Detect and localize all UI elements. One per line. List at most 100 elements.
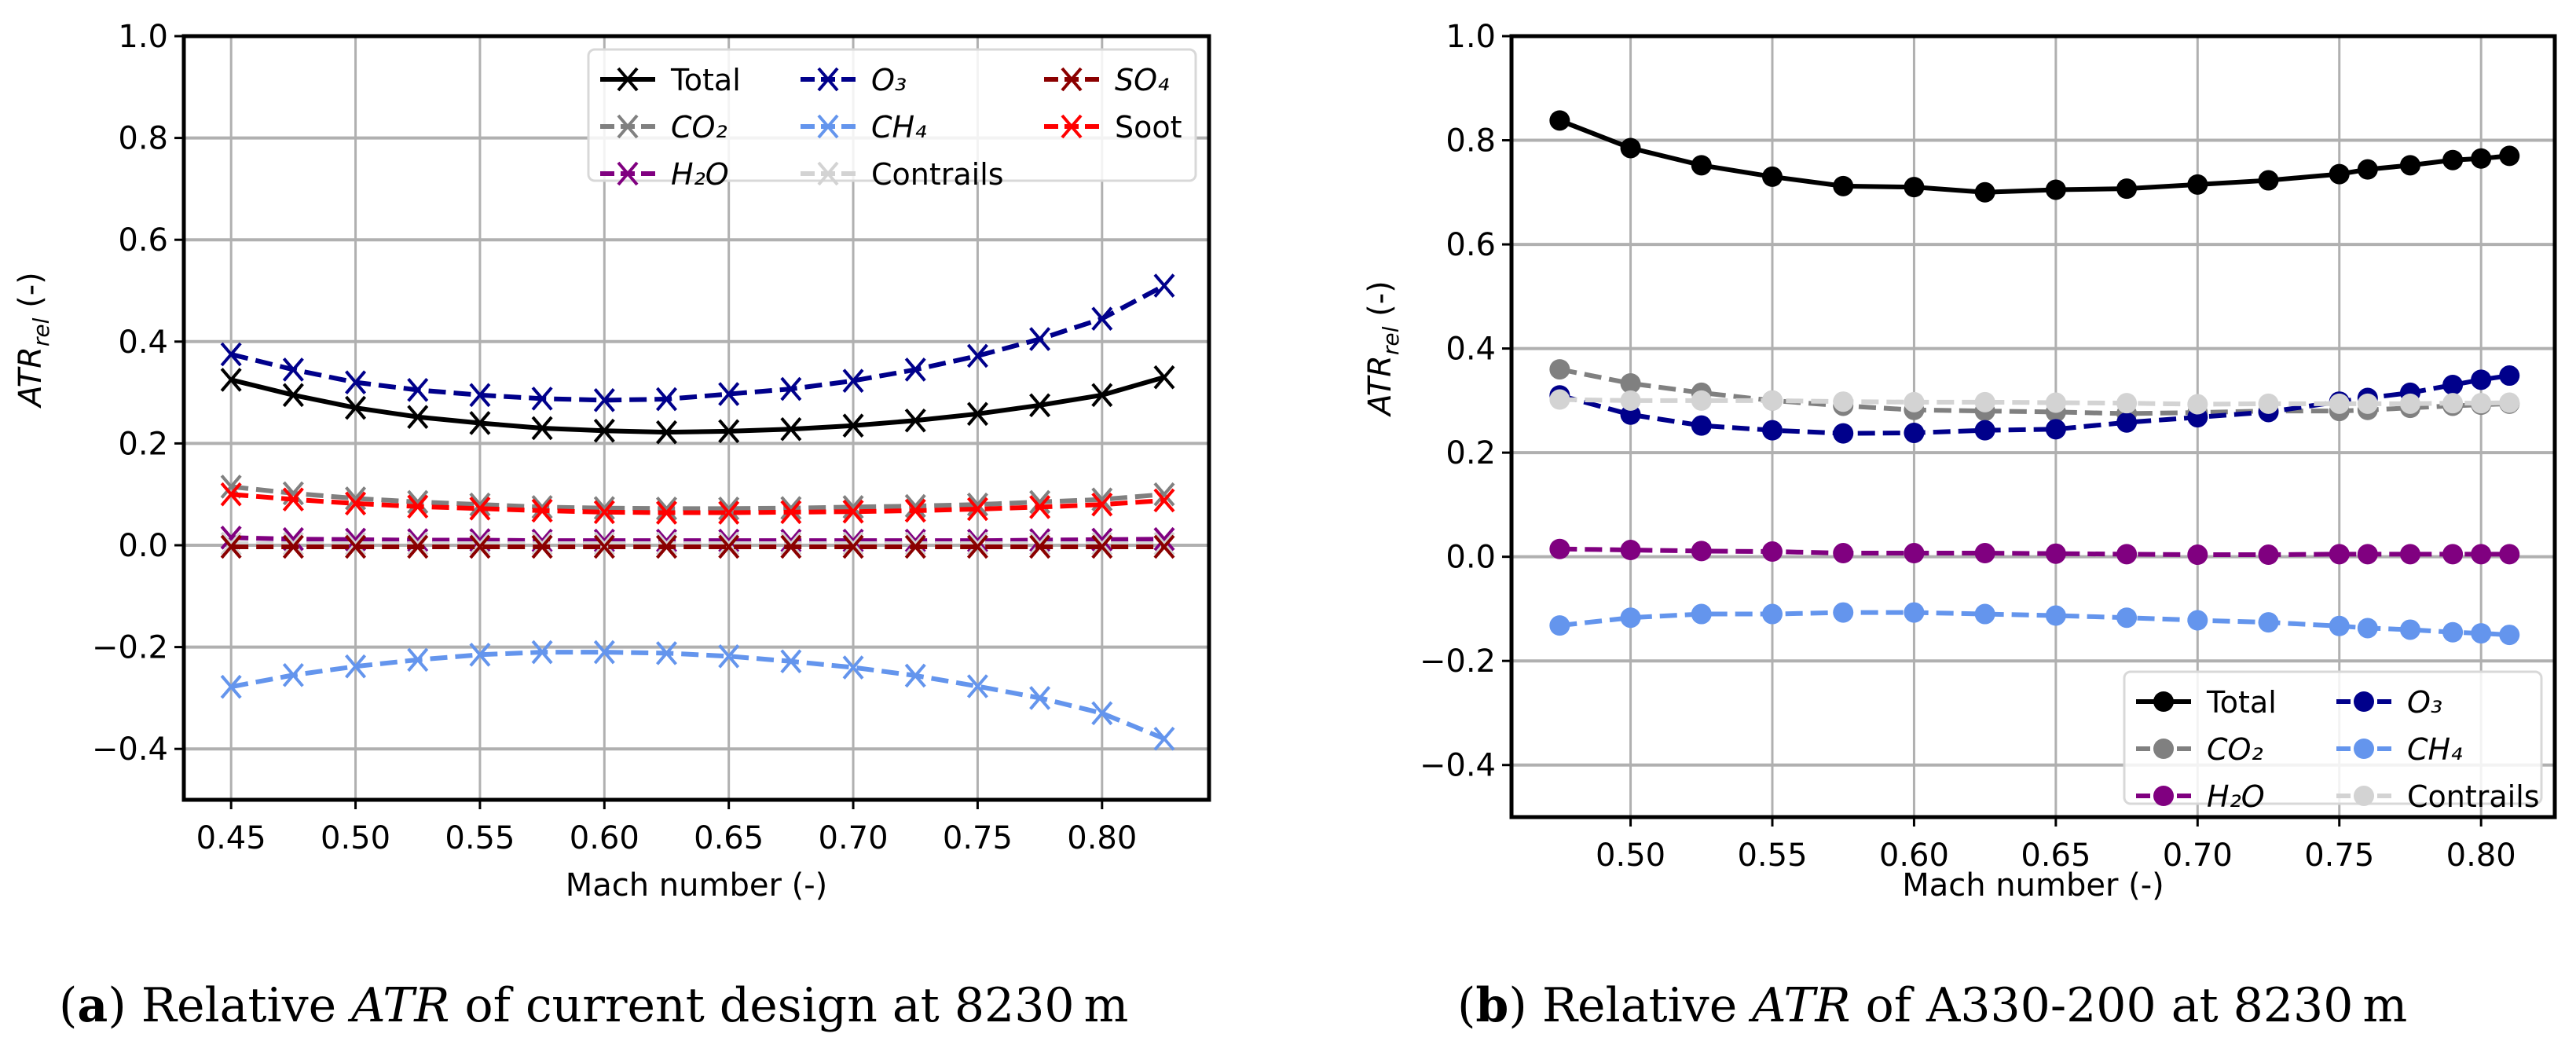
caption-paren-close: )	[1508, 978, 1541, 1033]
legend-label: O₃	[2407, 685, 2442, 720]
series-total	[1549, 110, 2520, 203]
caption-italic: ATR	[1748, 978, 1850, 1033]
data-point-x-marker	[531, 387, 553, 411]
data-point-x-marker	[1153, 365, 1175, 390]
data-point-x-marker	[655, 534, 678, 559]
data-point-circle-marker	[1974, 181, 1995, 203]
data-point-x-marker	[1091, 701, 1113, 726]
data-point-x-marker	[220, 342, 242, 367]
data-point-circle-marker	[2116, 607, 2138, 629]
figure-caption: (b) Relative ATR of A330-200 at 8230 m	[1457, 978, 2407, 1033]
x-tick-label: 0.70	[819, 820, 889, 856]
data-point-x-marker	[1153, 531, 1175, 556]
data-point-x-marker	[282, 383, 304, 408]
x-axis-label: Mach number (-)	[566, 867, 828, 904]
axes-frame	[181, 34, 1211, 802]
y-tick-label: 0.4	[1446, 332, 1496, 368]
data-point-circle-marker	[2153, 786, 2174, 806]
series-ch	[1549, 602, 2520, 646]
series-so	[220, 534, 1175, 559]
y-tick-label: 0.0	[1446, 540, 1496, 576]
data-point-circle-marker	[1904, 177, 1925, 198]
data-point-circle-marker	[2258, 544, 2279, 566]
y-axis-label-main: ATR	[13, 346, 49, 409]
data-point-x-marker	[718, 500, 740, 525]
data-point-x-marker	[593, 418, 615, 443]
data-point-circle-marker	[2471, 148, 2492, 169]
legend-box	[2123, 670, 2543, 805]
caption-pre: Relative	[141, 978, 351, 1033]
data-point-circle-marker	[2116, 393, 2138, 414]
data-point-circle-marker	[2153, 739, 2174, 759]
legend-label: Contrails	[2407, 779, 2540, 814]
data-point-circle-marker	[2258, 170, 2279, 191]
legend-label: H₂O	[2207, 779, 2265, 814]
x-tick-label: 0.65	[694, 820, 764, 856]
x-tick-label: 0.50	[1596, 838, 1665, 874]
data-point-circle-marker	[2354, 691, 2374, 712]
data-point-x-marker	[345, 370, 367, 394]
data-point-circle-marker	[1549, 110, 1570, 131]
y-tick-label: −0.2	[1420, 643, 1496, 680]
series-line	[231, 535, 1165, 544]
data-point-x-marker	[1029, 393, 1051, 418]
data-point-circle-marker	[2442, 393, 2464, 414]
data-point-x-marker	[655, 420, 678, 445]
data-point-circle-marker	[1691, 390, 1712, 411]
data-point-x-marker	[1029, 531, 1051, 556]
legend-label: SO₄	[1115, 63, 1169, 97]
data-point-x-marker	[780, 496, 802, 520]
data-point-x-marker	[655, 531, 678, 556]
data-point-x-marker	[842, 655, 864, 680]
data-point-x-marker	[655, 641, 678, 665]
data-point-x-marker	[617, 161, 639, 186]
data-point-x-marker	[655, 497, 678, 521]
data-point-circle-marker	[2499, 365, 2520, 387]
data-point-x-marker	[345, 531, 367, 556]
x-axis-label: Mach number (-)	[1902, 867, 2164, 904]
y-axis-label-main: ATR	[1362, 355, 1398, 418]
data-point-x-marker	[780, 416, 802, 442]
data-point-circle-marker	[1620, 137, 1641, 159]
data-point-x-marker	[842, 495, 864, 519]
caption-italic: ATR	[347, 978, 449, 1033]
data-point-circle-marker	[2329, 163, 2350, 185]
data-point-x-marker	[1029, 686, 1051, 710]
data-point-circle-marker	[1620, 607, 1641, 629]
data-point-circle-marker	[2187, 544, 2208, 566]
data-point-x-marker	[531, 640, 553, 665]
data-point-x-marker	[966, 674, 988, 698]
data-point-x-marker	[904, 534, 926, 559]
x-tick-label: 0.55	[1737, 838, 1807, 874]
data-point-x-marker	[1091, 492, 1113, 517]
data-point-circle-marker	[2399, 619, 2420, 640]
series-line	[230, 375, 1165, 435]
data-point-circle-marker	[2442, 374, 2464, 395]
data-point-x-marker	[531, 534, 553, 559]
y-axis-label-sub: rel	[28, 317, 54, 346]
x-tick-label: 0.65	[2021, 838, 2090, 874]
data-point-x-marker	[718, 382, 740, 406]
data-point-circle-marker	[2329, 544, 2350, 565]
data-point-x-marker	[407, 531, 429, 556]
data-point-circle-marker	[1762, 420, 1783, 441]
data-point-x-marker	[904, 408, 926, 433]
legend-box	[587, 48, 1197, 182]
data-point-circle-marker	[2499, 544, 2520, 565]
data-point-x-marker	[407, 405, 429, 430]
data-point-x-marker	[842, 499, 864, 524]
legend-label: CO₂	[2207, 732, 2263, 767]
y-tick-label: 0.8	[118, 121, 168, 157]
data-point-x-marker	[1029, 495, 1051, 519]
data-point-x-marker	[780, 376, 802, 401]
series-contrails	[220, 531, 1175, 556]
data-point-x-marker	[407, 647, 429, 673]
data-point-x-marker	[282, 487, 304, 511]
data-point-x-marker	[1091, 534, 1113, 559]
data-point-circle-marker	[2329, 615, 2350, 636]
data-point-circle-marker	[1833, 423, 1854, 444]
data-point-circle-marker	[1762, 166, 1783, 187]
data-point-circle-marker	[1904, 391, 1925, 412]
legend-label: CH₄	[871, 110, 926, 145]
data-point-x-marker	[220, 674, 242, 699]
